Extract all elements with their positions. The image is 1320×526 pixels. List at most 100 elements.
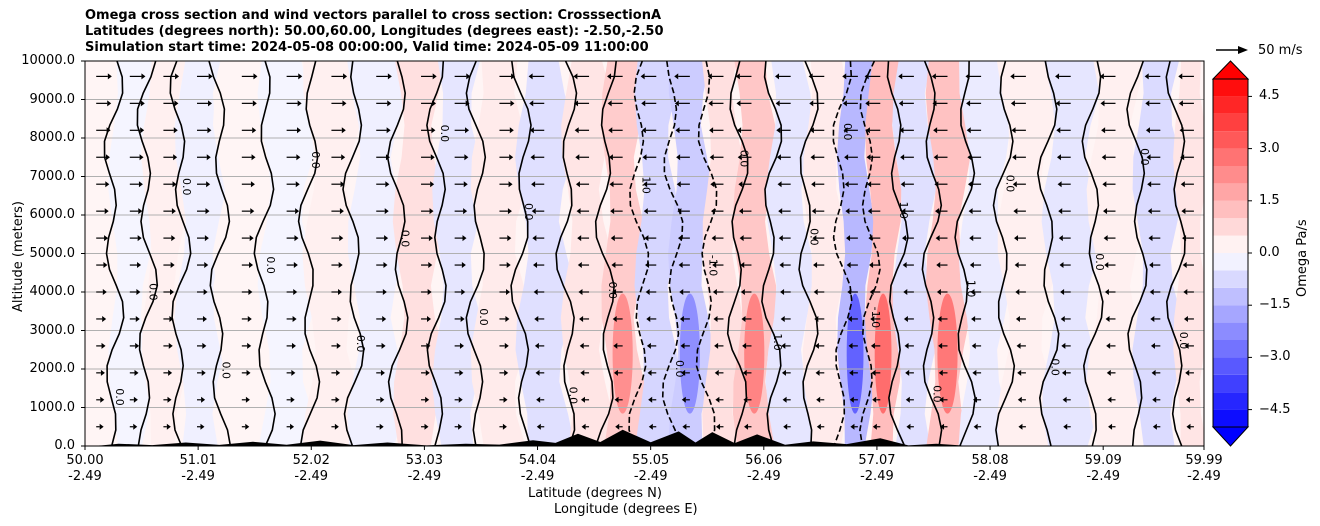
wind-vector-head: [850, 423, 855, 430]
contour-label: 0.0: [219, 362, 232, 380]
wind-vector-head: [100, 396, 105, 403]
wind-vector-head: [463, 208, 468, 215]
wind-vector-head: [814, 342, 819, 349]
wind-vector-head: [708, 100, 713, 107]
wind-vector-head: [642, 154, 647, 161]
wind-vector-head: [1099, 73, 1104, 80]
wind-vector-head: [506, 289, 511, 295]
wind-vector-head: [1182, 235, 1187, 242]
wind-vector-head: [135, 315, 140, 322]
wind-vector-head: [1060, 315, 1065, 322]
wind-vector-head: [938, 369, 943, 376]
colorbar-segment: [1213, 357, 1248, 375]
contour-label: 0.0: [841, 123, 854, 141]
wind-vector-head: [205, 208, 210, 215]
x-tick-longitude: -2.49: [1086, 469, 1120, 484]
wind-vector-head: [1017, 396, 1022, 403]
wind-vector-head: [1015, 289, 1020, 295]
x-tick-label: 53.03 -2.49: [394, 453, 454, 485]
contour-label: 0.0: [354, 335, 367, 353]
wind-vector-head: [204, 262, 209, 269]
wind-vector-head: [202, 315, 207, 322]
wind-vector-head: [781, 369, 786, 376]
wind-vector-head: [707, 73, 712, 80]
wind-vector-head: [101, 342, 106, 349]
wind-vector-head: [1013, 208, 1018, 215]
wind-vector-head: [646, 342, 651, 349]
wind-vector-head: [509, 127, 514, 134]
contour-label: -1.0: [869, 307, 882, 328]
wind-vector-head: [424, 423, 429, 430]
wind-vector-head: [247, 342, 252, 349]
wind-vector-head: [713, 315, 718, 322]
wind-vector-head: [295, 208, 300, 215]
colorbar-segment: [1213, 305, 1248, 323]
contour-label: 0.0: [737, 150, 750, 168]
wind-vector-head: [781, 342, 786, 349]
wind-vector-head: [676, 181, 681, 188]
wind-vector-head: [872, 396, 877, 403]
wind-vector-head: [206, 181, 211, 188]
wind-vector-head: [680, 342, 685, 349]
wind-vector-head: [334, 423, 339, 430]
wind-vector-head: [136, 289, 141, 295]
wind-vector-head: [105, 181, 110, 188]
x-tick-longitude: -2.49: [1187, 469, 1221, 484]
wind-vector-head: [742, 369, 747, 376]
wind-vector-head: [576, 208, 581, 215]
wind-vector-head: [1101, 154, 1106, 161]
wind-vector-head: [612, 289, 617, 295]
x-tick-label: 54.04 -2.49: [508, 453, 568, 485]
wind-vector-head: [1010, 73, 1015, 80]
wind-vector-head: [1060, 289, 1065, 295]
contour-line: [695, 61, 718, 446]
x-tick-latitude: 56.06: [745, 453, 783, 468]
wind-vector-head: [674, 100, 679, 107]
contour-line: [342, 61, 365, 446]
wind-vector-head: [1016, 342, 1021, 349]
wind-vector-head: [382, 315, 387, 322]
x-tick-latitude: 51.01: [179, 453, 217, 468]
wind-vector-head: [846, 262, 851, 269]
wind-vector-head: [900, 181, 905, 188]
wind-vector-head: [712, 289, 717, 295]
contour-line: [136, 61, 159, 446]
wind-vector-head: [107, 73, 112, 80]
wind-vector-head: [966, 100, 971, 107]
wind-vector-head: [385, 154, 390, 161]
wind-vector-head: [294, 235, 299, 242]
wind-vector-head: [200, 423, 205, 430]
x-tick-latitude: 59.99: [1185, 453, 1223, 468]
wind-vector-head: [933, 127, 938, 134]
wind-vector-head: [1183, 315, 1188, 322]
wind-vector-head: [1152, 423, 1157, 430]
colorbar-segment: [1213, 218, 1248, 236]
wind-vector-head: [714, 369, 719, 376]
wind-vector-head: [938, 342, 943, 349]
wind-vector-head: [972, 369, 977, 376]
wind-vector-head: [744, 423, 749, 430]
wind-vector-head: [847, 289, 852, 295]
wind-vector-head: [1056, 127, 1061, 134]
colorbar-segment: [1213, 392, 1248, 410]
x-tick-latitude: 55.05: [632, 453, 670, 468]
contour-label: 0.0: [264, 256, 277, 274]
wind-vector-head: [507, 235, 512, 242]
wind-vector-head: [533, 262, 538, 269]
wind-vector-head: [102, 289, 107, 295]
x-tick-label: 56.06 -2.49: [734, 453, 794, 485]
wind-vector-head: [290, 396, 295, 403]
wind-vector-head: [904, 342, 909, 349]
wind-vector-head: [780, 289, 785, 295]
wind-vector-head: [297, 100, 302, 107]
contour-line: [386, 61, 409, 446]
wind-vector-head: [1104, 289, 1109, 295]
vector-key-label: 50 m/s: [1258, 43, 1303, 58]
y-tick-label: 8000.0: [29, 130, 76, 145]
wind-vector-head: [1103, 235, 1108, 242]
x-tick-latitude: 58.08: [971, 453, 1009, 468]
contour-line: [761, 61, 783, 446]
wind-vector-head: [932, 100, 937, 107]
wind-vector-head: [293, 289, 298, 295]
wind-vector-head: [138, 208, 143, 215]
